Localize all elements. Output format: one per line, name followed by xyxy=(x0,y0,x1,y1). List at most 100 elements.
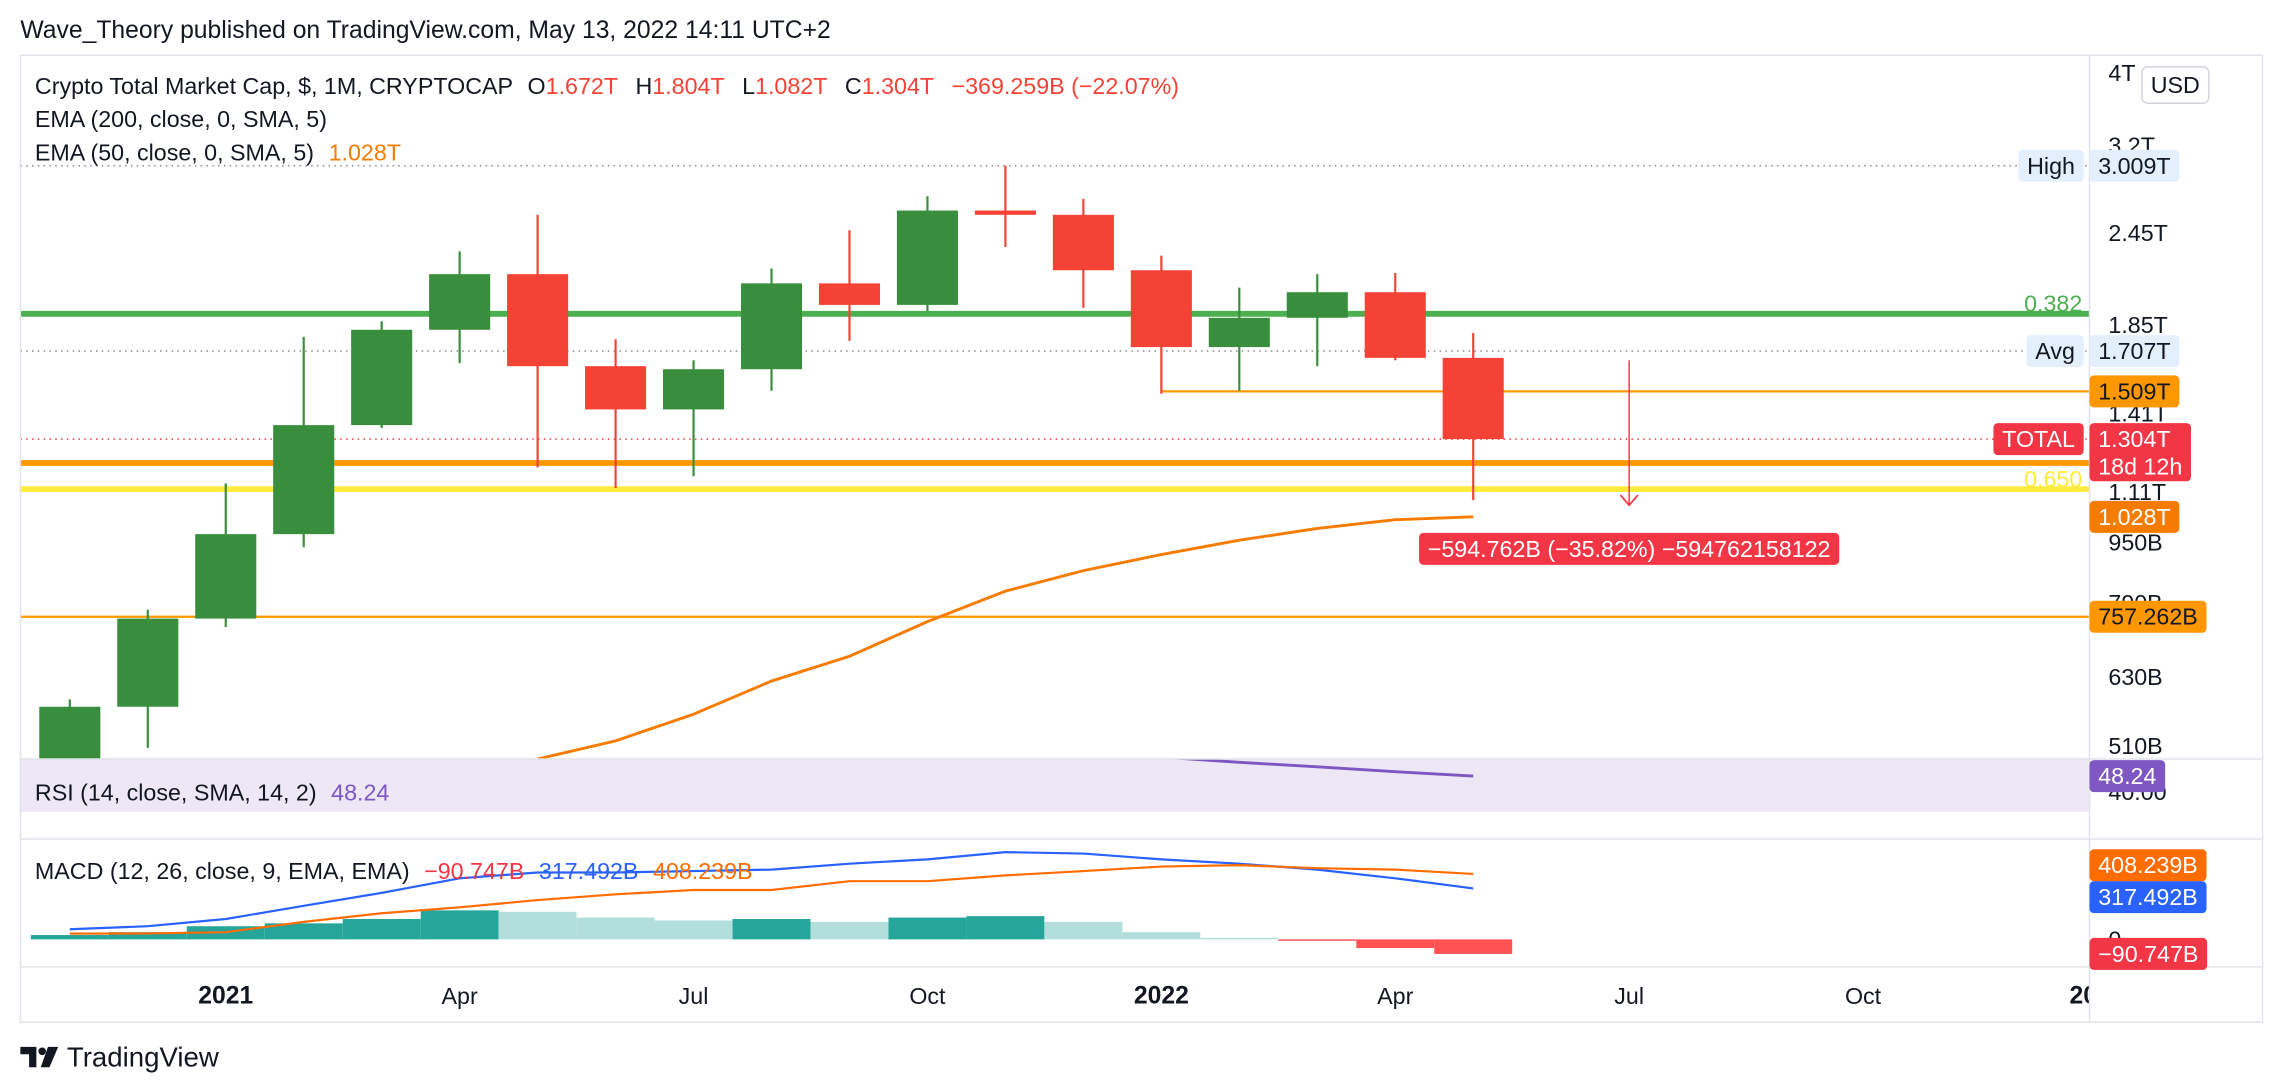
logo-mark xyxy=(40,1046,59,1068)
candle-body xyxy=(273,425,335,535)
level-value-badge: 757.262B xyxy=(2098,604,2198,630)
y-tick-label: 630B xyxy=(2108,664,2162,690)
x-tick-label: Apr xyxy=(442,983,478,1009)
indicator-name: MACD (12, 26, close, 9, EMA, EMA) xyxy=(35,858,410,884)
candle-body xyxy=(507,274,569,367)
y-tick-label: 510B xyxy=(2108,733,2162,759)
ohlc-value: 1.804T xyxy=(652,73,724,99)
x-tick-label: Oct xyxy=(909,983,946,1009)
measure-arrowhead xyxy=(1619,494,1639,507)
x-tick-label: Jul xyxy=(679,983,709,1009)
main-legend: Crypto Total Market Cap, $, 1M, CRYPTOCA… xyxy=(35,73,1179,99)
level-name: 0.382 xyxy=(2024,291,2082,317)
logo-mark xyxy=(38,1047,46,1056)
publisher-line: Wave_Theory published on TradingView.com… xyxy=(20,17,830,44)
x-tick-label: 2022 xyxy=(1134,983,1189,1010)
y-tick-label: 950B xyxy=(2108,530,2162,556)
macd-histogram-bar xyxy=(30,935,109,940)
candle-body xyxy=(896,210,958,305)
level-value-badge-extra: 18d 12h xyxy=(2098,454,2182,480)
level-value-badge-bg xyxy=(2089,149,2180,182)
level-name-badge: High xyxy=(2027,153,2075,179)
indicator-name: EMA (50, close, 0, SMA, 5) xyxy=(35,140,314,166)
macd-line xyxy=(69,864,1474,935)
measure-label-bg xyxy=(1419,532,1840,565)
ohlc-value: 1.082T xyxy=(755,73,827,99)
rsi-legend: RSI (14, close, SMA, 14, 2) 48.24 xyxy=(35,779,389,805)
candle-body xyxy=(351,329,413,426)
candle-body xyxy=(1130,270,1192,348)
candle-body xyxy=(663,369,725,410)
frame xyxy=(19,54,2264,1023)
indicator-value: 1.028T xyxy=(329,140,401,166)
macd-histogram-bar xyxy=(108,932,187,940)
currency-button-bg[interactable] xyxy=(2141,66,2210,104)
candle-body xyxy=(39,706,101,760)
rsi-line xyxy=(1168,759,1474,778)
level-value-badge: 1.509T xyxy=(2098,378,2170,404)
ohlc-prefix: O xyxy=(528,73,546,99)
level-name-badge: Avg xyxy=(2035,338,2075,364)
ema-badge-bg xyxy=(2089,500,2180,533)
candle-body xyxy=(818,283,881,305)
candle-body xyxy=(1364,292,1426,358)
macd-histogram-bar xyxy=(1434,939,1513,954)
ohlc-prefix: C xyxy=(845,73,862,99)
indicator-value: −90.747B xyxy=(424,858,524,884)
indicator-name: RSI (14, close, SMA, 14, 2) xyxy=(35,779,317,805)
macd-histogram-bar xyxy=(498,911,577,940)
level-value-badge: 3.009T xyxy=(2098,153,2170,179)
macd-histogram-bar xyxy=(1122,932,1201,940)
candle-body xyxy=(429,274,491,330)
currency-button[interactable]: USD xyxy=(2141,66,2210,104)
price-pane xyxy=(20,165,2090,760)
indicator-legend: EMA (50, close, 0, SMA, 5) 1.028T xyxy=(35,140,401,166)
indicator-value: 408.239B xyxy=(653,858,753,884)
rsi-badge-bg xyxy=(2089,760,2166,793)
macd-badge-bg xyxy=(2089,849,2207,882)
candle-body xyxy=(1286,292,1348,318)
change-value: −369.259B (−22.07%) xyxy=(952,73,1180,99)
candle-body xyxy=(1442,357,1504,440)
candle-body xyxy=(974,210,1036,215)
ohlc-prefix: L xyxy=(742,73,755,99)
currency-button-label[interactable]: USD xyxy=(2151,72,2200,98)
frame-border xyxy=(19,54,2264,1023)
macd-histogram-bar xyxy=(342,919,421,940)
level-name-badge-bg xyxy=(2018,149,2084,182)
level-name-badge: TOTAL xyxy=(2002,426,2075,452)
time-axis: 2021 Apr Jul Oct 2022 Apr Jul Oct 2023 xyxy=(198,983,2089,1010)
rsi-badge: 48.24 xyxy=(2098,763,2156,789)
ema-badge: 1.028T xyxy=(2098,504,2170,530)
level-name-badge-bg xyxy=(1993,423,2084,456)
macd-histogram-bar xyxy=(732,919,811,940)
macd-histogram-badge-bg xyxy=(2089,937,2208,970)
macd-histogram-bar xyxy=(966,916,1045,940)
macd-legend: MACD (12, 26, close, 9, EMA, EMA) −90.747… xyxy=(35,858,753,884)
x-tick-label: Jul xyxy=(1614,983,1644,1009)
macd-histogram-bar xyxy=(654,920,733,940)
macd-histogram-bar xyxy=(1356,939,1435,949)
macd-badge-bg xyxy=(2089,881,2207,914)
tradingview-logo xyxy=(20,1046,59,1068)
macd-badge: 317.492B xyxy=(2098,884,2198,910)
ohlc-value: 1.304T xyxy=(862,73,934,99)
macd-histogram-bar xyxy=(264,923,343,940)
level-value-badge: 1.707T xyxy=(2098,338,2170,364)
candle-body xyxy=(117,618,179,707)
level-name-badge-bg xyxy=(2026,335,2084,368)
level-value-badge-bg xyxy=(2089,375,2180,408)
macd-histogram-bar xyxy=(1278,939,1357,941)
level-value-badge-bg xyxy=(2089,423,2191,482)
indicator-value: 48.24 xyxy=(331,779,389,805)
macd-histogram-bar xyxy=(420,910,499,940)
measure-label: −594.762B (−35.82%) −594762158122 xyxy=(1428,536,1831,562)
candle-body xyxy=(740,283,803,370)
candle-body xyxy=(1052,214,1114,271)
macd-histogram-bar xyxy=(576,917,655,940)
y-tick-label: 1.85T xyxy=(2108,312,2167,338)
axis-badges: −594.762B (−35.82%) −594762158122 High 3.0… xyxy=(1419,149,2208,970)
level-value-badge-bg xyxy=(2089,600,2207,633)
macd-histogram-bar xyxy=(888,917,967,940)
